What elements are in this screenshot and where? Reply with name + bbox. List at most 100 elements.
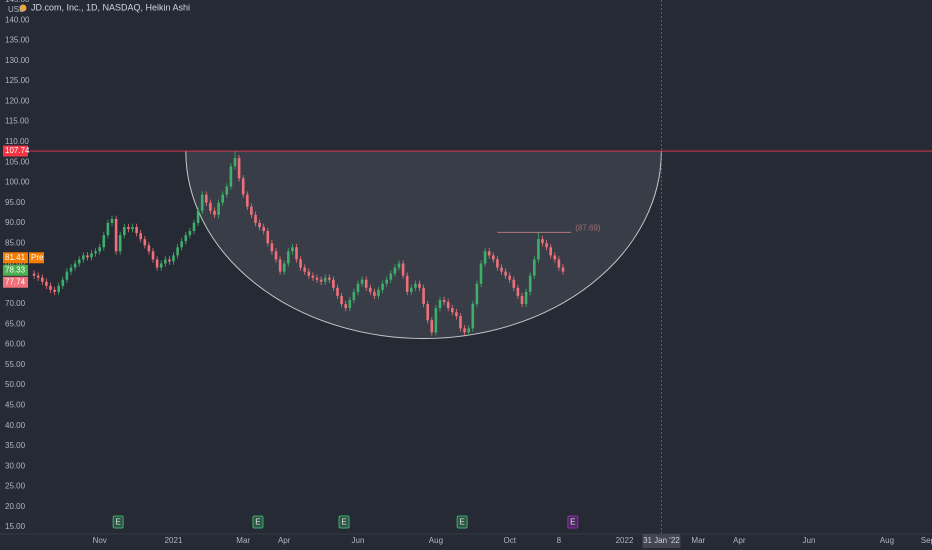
price-badge — [3, 264, 28, 276]
candle-body — [102, 235, 106, 248]
candle-body — [479, 263, 483, 284]
candle-body — [237, 158, 241, 179]
candle-body — [561, 267, 565, 272]
candle-body — [196, 210, 200, 223]
candle-body — [307, 271, 311, 276]
x-tick-label: 2022 — [616, 536, 634, 545]
candle-body — [168, 259, 171, 262]
crosshair-label: 31 Jan '22 — [643, 536, 680, 545]
candle-body — [348, 299, 352, 309]
candle-body — [541, 239, 544, 244]
candle-body — [311, 275, 315, 278]
candle-body — [229, 166, 233, 187]
y-tick-label: 15.00 — [5, 522, 26, 531]
y-tick-label: 45.00 — [5, 400, 26, 409]
candle-body — [549, 247, 552, 256]
y-tick-label: 35.00 — [5, 441, 26, 450]
candle-body — [414, 283, 417, 288]
event-label: E — [255, 518, 260, 527]
candle-body — [356, 283, 360, 292]
y-tick-label: 40.00 — [5, 421, 26, 430]
y-tick-label: 125.00 — [5, 76, 30, 85]
candle-body — [270, 243, 274, 252]
x-tick-label: Nov — [93, 536, 107, 545]
candle-body — [512, 279, 516, 288]
candle-body — [299, 259, 302, 268]
candle-body — [159, 263, 163, 268]
candle-body — [475, 283, 479, 305]
candle-body — [32, 273, 36, 276]
marker-label: (87.69) — [575, 223, 601, 232]
crosshair-badge — [642, 534, 681, 548]
y-tick-label: 140.00 — [5, 15, 30, 24]
y-tick-label: 70.00 — [5, 299, 26, 308]
candle-body — [438, 299, 442, 309]
candle-body — [127, 227, 130, 230]
candle-body — [213, 210, 216, 215]
candle-body — [455, 312, 458, 317]
symbol-icon — [19, 4, 27, 12]
price-badge-label: 81.41 — [5, 253, 26, 262]
candle-body — [328, 277, 331, 280]
y-tick-label: 65.00 — [5, 319, 26, 328]
candle-body — [516, 287, 520, 296]
y-tick-label: 120.00 — [5, 96, 30, 105]
candle-body — [377, 289, 380, 296]
candle-body — [340, 295, 343, 305]
candle-body — [451, 308, 454, 313]
candle-body — [492, 255, 495, 260]
candle-body — [258, 222, 261, 228]
candle-body — [278, 259, 282, 272]
y-tick-label: 110.00 — [5, 137, 29, 146]
x-tick-label: Jun — [803, 536, 816, 545]
x-tick-label: Jun — [352, 536, 365, 545]
candle-body — [430, 320, 434, 333]
candle-body — [53, 289, 56, 292]
y-tick-label: 25.00 — [5, 482, 26, 491]
candle-body — [504, 271, 507, 276]
candle-body — [36, 275, 40, 278]
candle-body — [77, 259, 81, 264]
candle-body — [508, 275, 511, 280]
candle-body — [123, 227, 126, 236]
event-label: E — [341, 518, 346, 527]
candle-body — [500, 267, 503, 272]
candle-body — [401, 263, 405, 276]
candle-body — [110, 218, 114, 223]
y-tick-label: 55.00 — [5, 360, 26, 369]
candle-body — [262, 227, 265, 232]
candle-body — [418, 283, 421, 288]
price-badge-label: 78.33 — [5, 265, 26, 274]
candle-body — [192, 222, 196, 232]
price-tag: Pre — [31, 253, 44, 262]
currency: USD — [8, 5, 25, 14]
event-label: E — [115, 518, 120, 527]
candle-body — [360, 279, 364, 284]
candle-body — [332, 279, 335, 288]
candle-body — [205, 194, 208, 203]
y-tick-label: 95.00 — [5, 198, 26, 207]
candle-body — [446, 302, 450, 309]
candle-body — [336, 287, 339, 296]
price-badge-label: 107.74 — [5, 146, 30, 155]
candle-body — [291, 247, 294, 252]
candle-body — [164, 259, 167, 264]
candle-body — [393, 267, 397, 274]
y-tick-label: 30.00 — [5, 461, 26, 470]
candle-body — [151, 251, 155, 260]
candle-body — [118, 235, 122, 252]
chart-title: JD.com, Inc., 1D, NASDAQ, Heikin Ashi — [31, 2, 190, 12]
candle-body — [315, 277, 319, 280]
x-tick-label: Sep — [921, 536, 932, 545]
candle-body — [319, 279, 323, 282]
cup-area — [185, 151, 662, 339]
event-box — [112, 515, 124, 529]
candle-body — [200, 194, 204, 211]
candle-body — [471, 304, 475, 329]
y-tick-label: 20.00 — [5, 502, 26, 511]
candle-body — [180, 241, 183, 248]
candle-body — [209, 202, 212, 211]
candle-body — [139, 233, 142, 240]
